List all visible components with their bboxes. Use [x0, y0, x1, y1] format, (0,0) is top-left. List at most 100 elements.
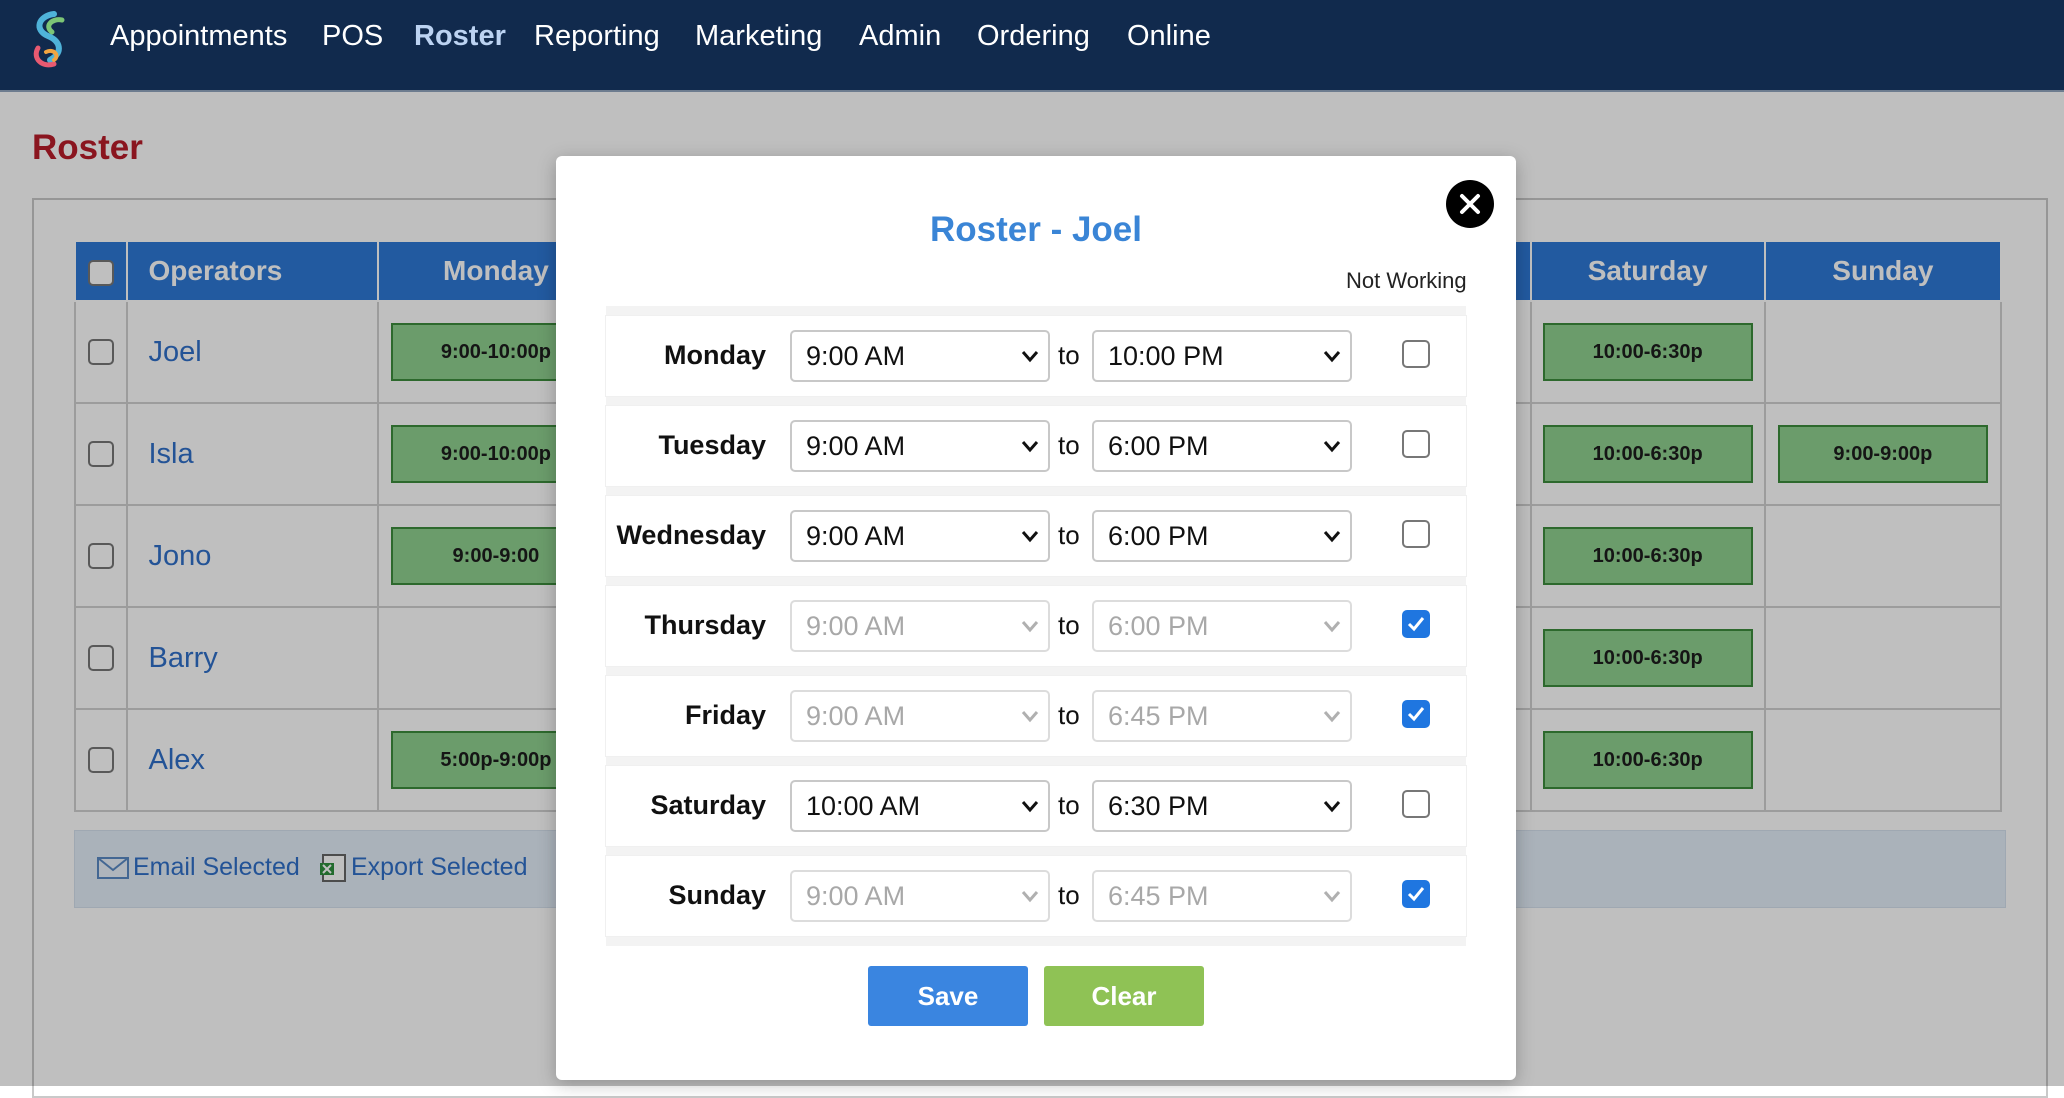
app-logo[interactable] [24, 8, 78, 72]
select-all-header [73, 240, 129, 302]
to-label: to [1058, 520, 1080, 550]
row-checkbox[interactable] [88, 339, 115, 365]
saturday-cell[interactable]: 10:00-6:30p [1529, 606, 1766, 710]
email-selected-label: Email Selected [133, 853, 300, 881]
nav-pos[interactable]: POS [322, 20, 384, 52]
day-label: Monday [663, 340, 766, 370]
sunday-cell[interactable] [1763, 708, 2003, 812]
saturday-cell[interactable]: 10:00-6:30p [1529, 300, 1766, 404]
row-checkbox[interactable] [88, 747, 115, 773]
end-time-select[interactable]: 6:45 PM [1092, 690, 1352, 742]
chevron-down-icon [1021, 801, 1039, 813]
save-button[interactable]: Save [868, 966, 1028, 1026]
end-time-value: 6:00 PM [1108, 611, 1209, 641]
start-time-select[interactable]: 10:00 AM [790, 780, 1050, 832]
nav-reporting[interactable]: Reporting [534, 20, 660, 52]
end-time-value: 10:00 PM [1108, 341, 1224, 371]
export-selected-action[interactable]: Export Selected [319, 853, 528, 883]
start-time-value: 9:00 AM [806, 881, 906, 911]
nav-online[interactable]: Online [1127, 20, 1211, 52]
saturday-cell[interactable]: 10:00-6:30p [1529, 504, 1766, 608]
shift-block[interactable]: 10:00-6:30p [1542, 629, 1753, 687]
checkmark-icon [1407, 617, 1425, 632]
start-time-select[interactable]: 9:00 AM [790, 600, 1050, 652]
not-working-checkbox[interactable] [1402, 520, 1430, 548]
row-checkbox[interactable] [88, 441, 115, 467]
email-selected-action[interactable]: Email Selected [97, 853, 300, 882]
end-time-select[interactable]: 6:00 PM [1092, 600, 1352, 652]
chevron-down-icon [1323, 891, 1341, 903]
day-label: Sunday [668, 880, 766, 910]
to-label: to [1058, 880, 1080, 910]
close-button[interactable] [1446, 180, 1494, 228]
to-label: to [1058, 790, 1080, 820]
row-checkbox[interactable] [88, 543, 115, 569]
not-working-checkbox[interactable] [1402, 340, 1430, 368]
day-row-saturday: Saturday 10:00 AM to 6:30 PM [606, 766, 1466, 846]
export-selected-label: Export Selected [351, 853, 528, 881]
shift-block[interactable]: 10:00-6:30p [1542, 731, 1753, 789]
end-time-select[interactable]: 10:00 PM [1092, 330, 1352, 382]
shift-block[interactable]: 9:00-9:00p [1777, 425, 1988, 483]
start-time-select[interactable]: 9:00 AM [790, 330, 1050, 382]
operator-name[interactable]: Joel [126, 300, 379, 404]
operator-name[interactable]: Barry [126, 606, 379, 710]
header-operators[interactable]: Operators [126, 240, 379, 302]
end-time-select[interactable]: 6:30 PM [1092, 780, 1352, 832]
envelope-icon [97, 857, 129, 880]
chevron-down-icon [1323, 711, 1341, 723]
sunday-cell[interactable] [1763, 606, 2003, 710]
sunday-cell[interactable]: 9:00-9:00p [1763, 402, 2003, 506]
chevron-down-icon [1021, 441, 1039, 453]
chevron-down-icon [1021, 621, 1039, 633]
nav-ordering[interactable]: Ordering [977, 20, 1090, 52]
day-row-wednesday: Wednesday 9:00 AM to 6:00 PM [606, 496, 1466, 576]
saturday-cell[interactable]: 10:00-6:30p [1529, 708, 1766, 812]
start-time-select[interactable]: 9:00 AM [790, 690, 1050, 742]
nav-admin[interactable]: Admin [859, 20, 942, 52]
operator-name[interactable]: Isla [126, 402, 379, 506]
end-time-select[interactable]: 6:45 PM [1092, 870, 1352, 922]
not-working-checkbox[interactable] [1402, 430, 1430, 458]
roster-modal: Roster - Joel Not Working Monday 9:00 AM t… [556, 156, 1516, 1080]
row-checkbox[interactable] [88, 645, 115, 671]
monday-cell[interactable]: 9:00-9:00 [376, 504, 616, 608]
end-time-select[interactable]: 6:00 PM [1092, 510, 1352, 562]
day-row-friday: Friday 9:00 AM to 6:45 PM [606, 676, 1466, 756]
sunday-cell[interactable] [1763, 300, 2003, 404]
shift-block[interactable]: 10:00-6:30p [1542, 323, 1753, 381]
sunday-cell[interactable] [1763, 504, 2003, 608]
nav-roster[interactable]: Roster [414, 20, 506, 52]
end-time-select[interactable]: 6:00 PM [1092, 420, 1352, 472]
header-saturday: Saturday [1529, 240, 1766, 302]
clear-button[interactable]: Clear [1044, 966, 1204, 1026]
not-working-checkbox[interactable] [1402, 610, 1430, 638]
chevron-down-icon [1021, 351, 1039, 363]
shift-block[interactable]: 10:00-6:30p [1542, 425, 1753, 483]
not-working-checkbox[interactable] [1402, 700, 1430, 728]
checkmark-icon [1407, 887, 1425, 902]
operator-name[interactable]: Alex [126, 708, 379, 812]
day-label: Tuesday [658, 430, 766, 460]
row-select-cell [73, 606, 129, 710]
operator-name[interactable]: Jono [126, 504, 379, 608]
nav-marketing[interactable]: Marketing [695, 20, 823, 52]
top-nav: Appointments POS Roster Reporting Market… [0, 0, 2064, 90]
start-time-select[interactable]: 9:00 AM [790, 420, 1050, 472]
nav-divider [0, 90, 2064, 92]
start-time-select[interactable]: 9:00 AM [790, 510, 1050, 562]
not-working-checkbox[interactable] [1402, 880, 1430, 908]
to-label: to [1058, 340, 1080, 370]
saturday-cell[interactable]: 10:00-6:30p [1529, 402, 1766, 506]
shift-block[interactable]: 10:00-6:30p [1542, 527, 1753, 585]
chevron-down-icon [1323, 621, 1341, 633]
start-time-select[interactable]: 9:00 AM [790, 870, 1050, 922]
nav-appointments[interactable]: Appointments [110, 20, 288, 52]
chevron-down-icon [1323, 531, 1341, 543]
select-all-checkbox[interactable] [88, 259, 115, 286]
day-row-monday: Monday 9:00 AM to 10:00 PM [606, 316, 1466, 396]
close-icon [1460, 194, 1480, 214]
not-working-checkbox[interactable] [1402, 790, 1430, 818]
day-row-thursday: Thursday 9:00 AM to 6:00 PM [606, 586, 1466, 666]
row-select-cell [73, 708, 129, 812]
